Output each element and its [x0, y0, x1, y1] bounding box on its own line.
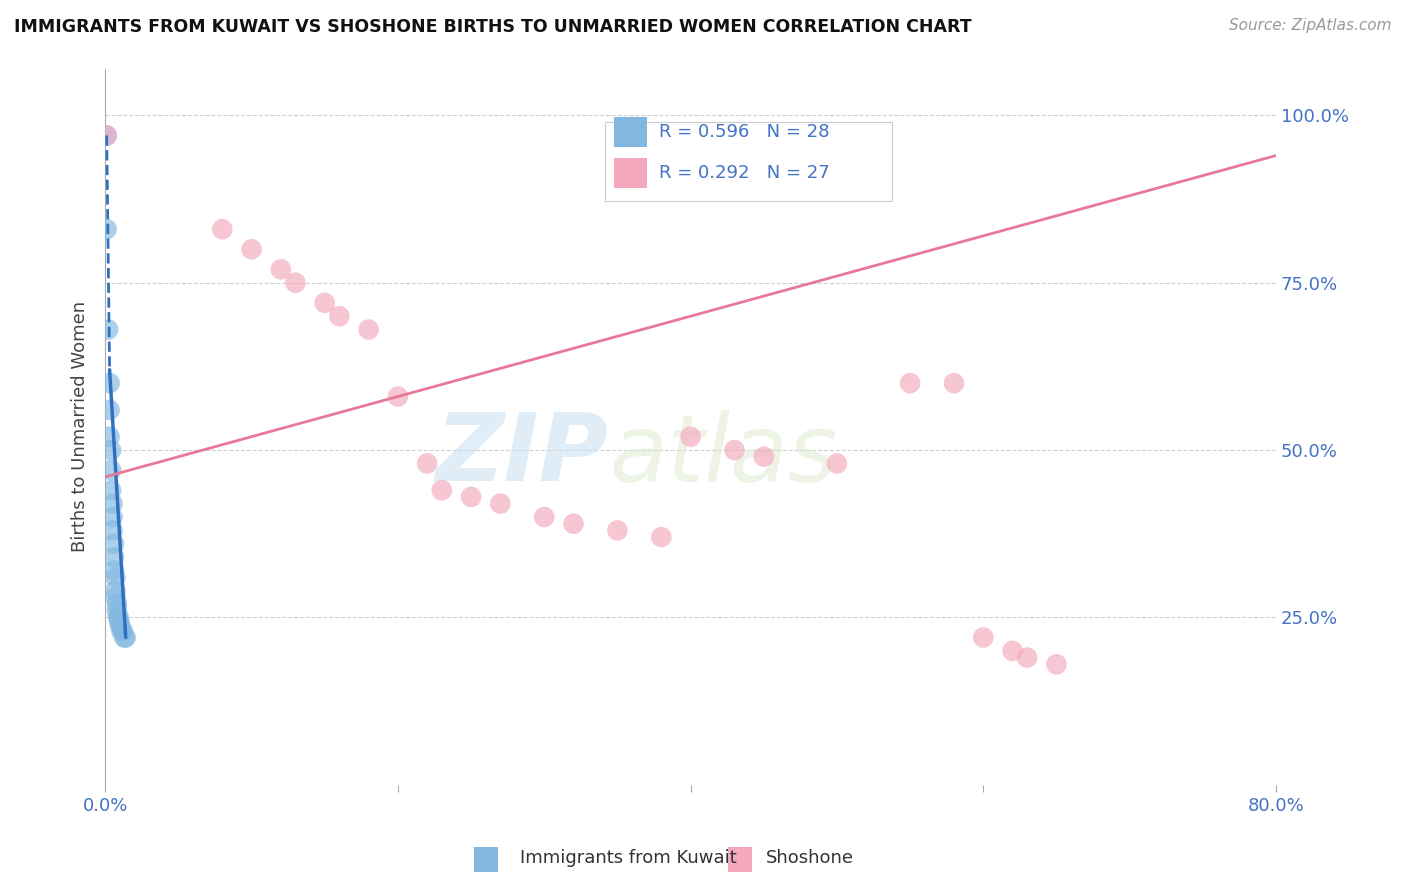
Point: [1045, 657, 1067, 672]
Point: [752, 450, 775, 464]
Point: [562, 516, 585, 531]
Point: [111, 624, 134, 638]
Point: [108, 617, 131, 632]
Point: [96, 128, 118, 143]
Point: [416, 457, 439, 471]
FancyBboxPatch shape: [605, 122, 891, 201]
Point: [103, 537, 125, 551]
Point: [387, 390, 409, 404]
Point: [825, 457, 848, 471]
Point: [1017, 650, 1039, 665]
Point: [679, 430, 702, 444]
Point: [96, 222, 118, 236]
Point: [96, 128, 118, 143]
Point: [357, 322, 380, 336]
Point: [100, 483, 122, 498]
Point: [430, 483, 453, 498]
Point: [284, 276, 307, 290]
Text: ZIP: ZIP: [436, 409, 609, 501]
Text: R = 0.292   N = 27: R = 0.292 N = 27: [659, 164, 830, 182]
Point: [898, 376, 921, 391]
Point: [101, 524, 124, 538]
Point: [98, 430, 121, 444]
Text: IMMIGRANTS FROM KUWAIT VS SHOSHONE BIRTHS TO UNMARRIED WOMEN CORRELATION CHART: IMMIGRANTS FROM KUWAIT VS SHOSHONE BIRTH…: [14, 18, 972, 36]
Point: [606, 524, 628, 538]
Text: Shoshone: Shoshone: [766, 849, 855, 867]
Point: [103, 564, 125, 578]
Point: [114, 631, 136, 645]
FancyBboxPatch shape: [614, 158, 647, 188]
Point: [314, 295, 336, 310]
Text: Source: ZipAtlas.com: Source: ZipAtlas.com: [1229, 18, 1392, 33]
Point: [107, 610, 129, 624]
Y-axis label: Births to Unmarried Women: Births to Unmarried Women: [72, 301, 89, 552]
Point: [460, 490, 482, 504]
Text: atlas: atlas: [609, 409, 837, 500]
Point: [104, 591, 127, 605]
Point: [104, 570, 127, 584]
Point: [105, 604, 128, 618]
Point: [100, 443, 122, 458]
Point: [240, 242, 263, 256]
Point: [650, 530, 672, 544]
FancyBboxPatch shape: [614, 117, 647, 147]
Point: [270, 262, 292, 277]
Point: [723, 443, 745, 458]
Point: [98, 403, 121, 417]
Point: [105, 597, 128, 611]
Point: [489, 497, 512, 511]
Point: [112, 631, 135, 645]
Point: [533, 510, 555, 524]
Point: [972, 631, 994, 645]
Point: [943, 376, 966, 391]
Point: [101, 510, 124, 524]
Text: Immigrants from Kuwait: Immigrants from Kuwait: [520, 849, 737, 867]
Point: [328, 309, 350, 323]
Point: [104, 583, 127, 598]
Point: [101, 497, 124, 511]
Point: [110, 624, 132, 638]
Point: [108, 617, 131, 632]
Point: [100, 463, 122, 477]
Point: [98, 376, 121, 391]
Point: [97, 322, 120, 336]
Point: [211, 222, 233, 236]
Text: R = 0.596   N = 28: R = 0.596 N = 28: [659, 123, 830, 141]
Point: [103, 550, 125, 565]
Point: [107, 610, 129, 624]
Point: [1001, 644, 1024, 658]
